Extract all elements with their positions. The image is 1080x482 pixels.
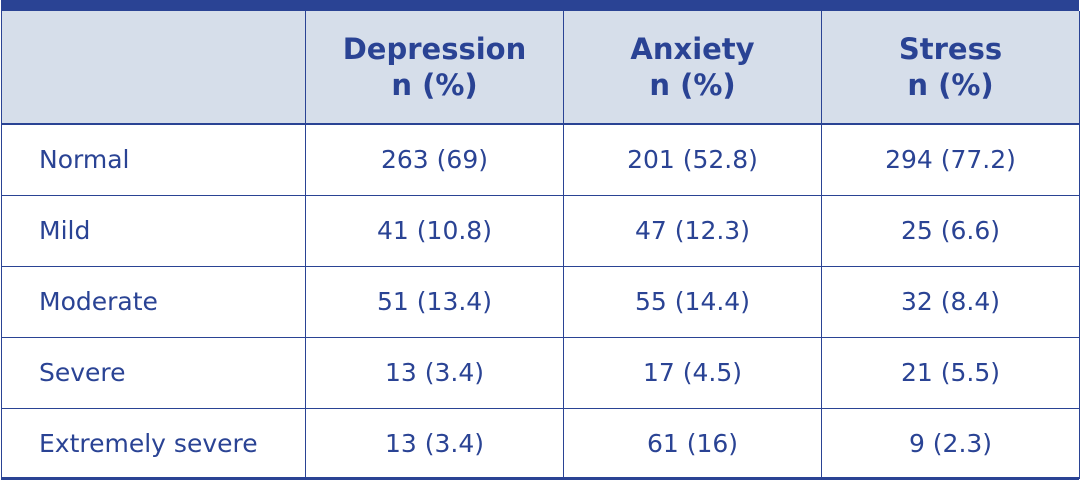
table-header: Depression n (%) Anxiety n (%) Stress n … bbox=[1, 11, 1080, 125]
anxiety-cell: 17 (4.5) bbox=[563, 336, 822, 408]
header-cell-anxiety: Anxiety n (%) bbox=[563, 11, 822, 125]
stress-cell: 32 (8.4) bbox=[821, 265, 1080, 337]
depression-cell: 263 (69) bbox=[305, 124, 564, 195]
header-anxiety-title: Anxiety bbox=[630, 32, 755, 66]
stress-cell: 294 (77.2) bbox=[821, 124, 1080, 195]
header-cell-depression: Depression n (%) bbox=[305, 11, 564, 125]
header-cell-empty bbox=[1, 11, 306, 125]
header-depression-unit: n (%) bbox=[391, 68, 478, 102]
header-depression-title: Depression bbox=[342, 32, 527, 66]
table-row: Extremely severe 13 (3.4) 61 (16) 9 (2.3… bbox=[1, 407, 1080, 479]
header-anxiety-unit: n (%) bbox=[649, 68, 736, 102]
anxiety-cell: 61 (16) bbox=[563, 407, 822, 479]
row-label: Moderate bbox=[1, 265, 306, 337]
table-row: Moderate 51 (13.4) 55 (14.4) 32 (8.4) bbox=[1, 265, 1080, 337]
row-label: Severe bbox=[1, 336, 306, 408]
depression-cell: 13 (3.4) bbox=[305, 336, 564, 408]
table-row: Severe 13 (3.4) 17 (4.5) 21 (5.5) bbox=[1, 336, 1080, 408]
table-body: Normal 263 (69) 201 (52.8) 294 (77.2) Mi… bbox=[1, 124, 1080, 479]
header-row: Depression n (%) Anxiety n (%) Stress n … bbox=[1, 11, 1080, 125]
stress-cell: 25 (6.6) bbox=[821, 194, 1080, 266]
header-stress-unit: n (%) bbox=[907, 68, 994, 102]
anxiety-cell: 55 (14.4) bbox=[563, 265, 822, 337]
stress-cell: 9 (2.3) bbox=[821, 407, 1080, 479]
table-row: Mild 41 (10.8) 47 (12.3) 25 (6.6) bbox=[1, 194, 1080, 266]
row-label: Normal bbox=[1, 124, 306, 195]
anxiety-cell: 201 (52.8) bbox=[563, 124, 822, 195]
depression-cell: 41 (10.8) bbox=[305, 194, 564, 266]
anxiety-cell: 47 (12.3) bbox=[563, 194, 822, 266]
stress-cell: 21 (5.5) bbox=[821, 336, 1080, 408]
header-cell-stress: Stress n (%) bbox=[821, 11, 1080, 125]
depression-cell: 51 (13.4) bbox=[305, 265, 564, 337]
depression-cell: 13 (3.4) bbox=[305, 407, 564, 479]
row-label: Mild bbox=[1, 194, 306, 266]
severity-table: Depression n (%) Anxiety n (%) Stress n … bbox=[1, 11, 1080, 479]
header-stress-title: Stress bbox=[898, 32, 1003, 66]
row-label: Extremely severe bbox=[1, 407, 306, 479]
table-row: Normal 263 (69) 201 (52.8) 294 (77.2) bbox=[1, 124, 1080, 195]
